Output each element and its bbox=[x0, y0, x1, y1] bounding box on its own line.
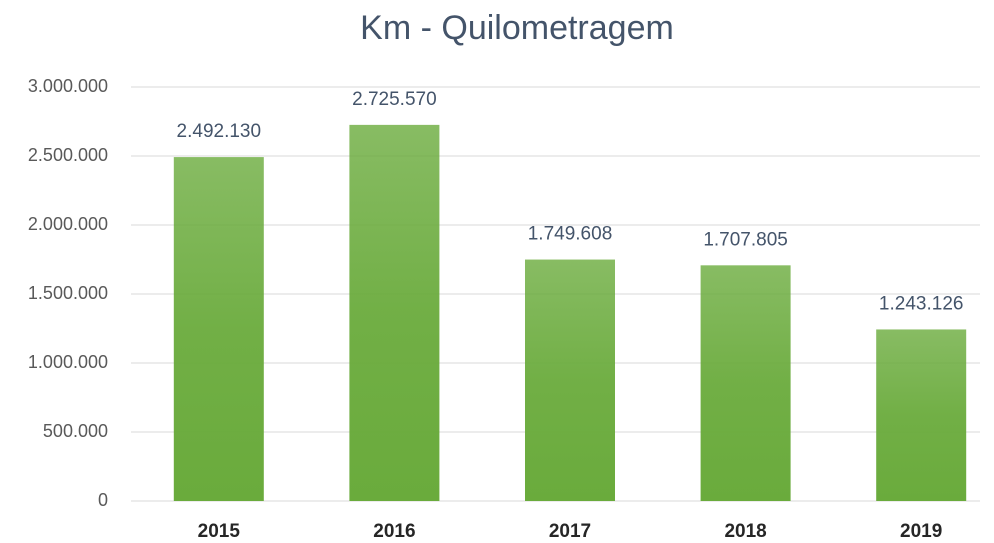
bar bbox=[349, 124, 440, 501]
y-tick-label: 500.000 bbox=[43, 421, 108, 441]
x-tick-label: 2018 bbox=[724, 521, 766, 542]
y-tick-label: 2.500.000 bbox=[28, 145, 108, 165]
x-tick-label: 2016 bbox=[373, 521, 415, 542]
bar bbox=[876, 329, 967, 501]
bar bbox=[525, 259, 615, 501]
bar bbox=[700, 265, 791, 501]
y-tick-label: 2.000.000 bbox=[28, 214, 108, 234]
y-tick-label: 1.500.000 bbox=[28, 283, 108, 303]
bar bbox=[173, 157, 264, 501]
value-label: 1.749.608 bbox=[528, 224, 613, 245]
y-tick-label: 1.000.000 bbox=[28, 352, 108, 372]
x-tick-label: 2015 bbox=[198, 521, 241, 542]
y-tick-label: 3.000.000 bbox=[28, 76, 108, 96]
x-tick-label: 2019 bbox=[900, 521, 942, 542]
value-label: 2.725.570 bbox=[352, 89, 437, 110]
y-tick-label: 0 bbox=[98, 490, 108, 510]
value-label: 1.243.126 bbox=[879, 293, 964, 314]
x-tick-label: 2017 bbox=[549, 521, 591, 542]
value-label: 1.707.805 bbox=[703, 229, 788, 250]
value-label: 2.492.130 bbox=[177, 121, 262, 142]
chart-title: Km - Quilometragem bbox=[360, 9, 674, 47]
